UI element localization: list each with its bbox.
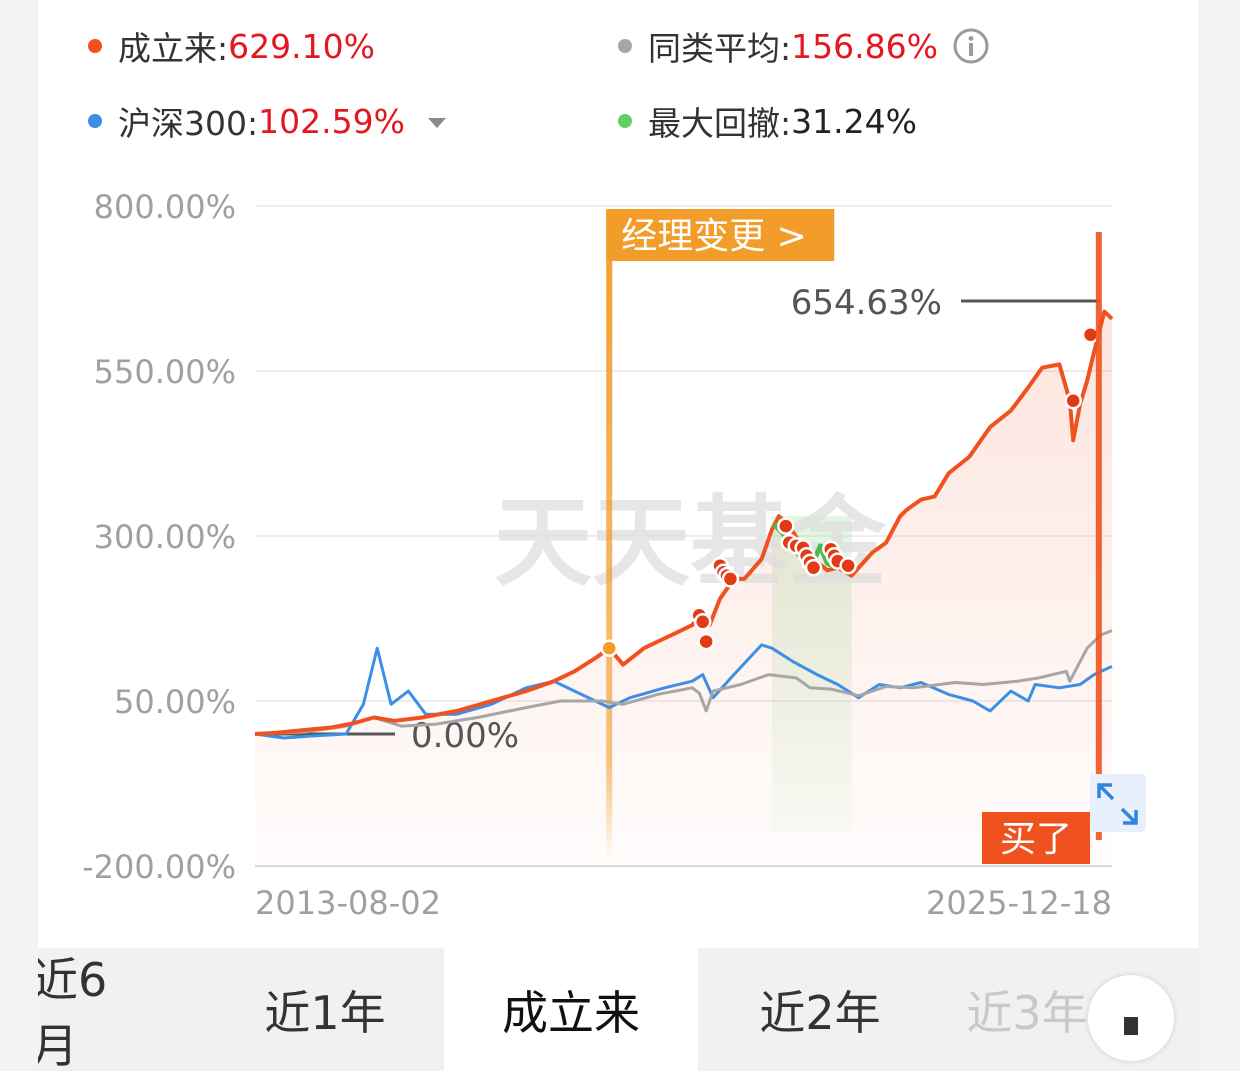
fund-area (255, 311, 1112, 867)
buy-tag (982, 812, 1090, 864)
expand-button[interactable] (1090, 774, 1146, 832)
buy-line (1095, 232, 1102, 840)
manager-change-label: 经理变更 > (621, 216, 807, 257)
tab-since-inception[interactable]: 成立来 (444, 948, 698, 1071)
buy-marker (721, 570, 740, 588)
x-end-label: 2025-12-18 (926, 884, 1112, 922)
y-tick-label: 300.00% (94, 518, 236, 556)
tab-1y[interactable]: 近1年 (264, 985, 386, 1040)
chart-area: 800.00% 550.00% 300.00% 50.00% -200.00% 2013-… (82, 188, 1146, 922)
legend-label: 同类平均: (648, 29, 792, 68)
legend-item-1: 同类平均: 156.86% (618, 22, 990, 70)
legend-value: 629.10% (228, 26, 375, 66)
legend-dot (88, 114, 102, 128)
legend-dot (88, 39, 102, 53)
legend-label: 沪深300: (118, 104, 259, 143)
legend-dot (618, 39, 632, 53)
dropdown-caret-icon[interactable] (427, 117, 447, 129)
manager-change-line (606, 210, 613, 860)
x-start-label: 2013-08-02 (255, 884, 441, 922)
legend-dot (618, 114, 632, 128)
series-line-1 (254, 629, 1113, 736)
buy-marker (777, 517, 795, 535)
legend-label: 成立来: (118, 29, 229, 68)
tab-2y[interactable]: 近2年 (759, 985, 881, 1040)
legend-value: 31.24% (791, 101, 917, 141)
buy-marker (693, 613, 712, 631)
buy-marker (697, 632, 715, 651)
expand-icon[interactable] (1097, 783, 1115, 801)
zero-label: 0.00% (411, 716, 519, 756)
manager-change-tag (606, 209, 835, 261)
period-tabs: 近6月 近1年 成立来 近2年 近3年 (38, 948, 1198, 1071)
tab-scroll-button[interactable] (1088, 975, 1174, 1061)
scroll-handle-icon (1124, 1017, 1138, 1035)
y-tick-label: 800.00% (94, 188, 236, 226)
legend-item-3: 最大回撤: 31.24% (618, 97, 917, 145)
watermark-text: 天天基金 (494, 485, 887, 600)
tab-6m[interactable]: 近6月 (38, 952, 108, 1071)
legend-value: 102.59% (258, 101, 405, 141)
end-value-label: 654.63% (791, 283, 942, 323)
y-tick-label: 550.00% (94, 353, 236, 391)
y-tick-label: -200.00% (82, 848, 236, 886)
legend-item-0: 成立来: 629.10% (88, 22, 375, 70)
y-tick-label: 50.00% (114, 683, 236, 721)
buy-marker (1064, 391, 1082, 410)
series-line-2 (254, 643, 1113, 740)
buy-marker (600, 639, 618, 657)
series-line-0 (254, 309, 1114, 736)
buy-marker (839, 556, 857, 575)
legend-label: 最大回撤: (648, 104, 792, 143)
buy-label: 买了 (1000, 819, 1072, 860)
info-icon[interactable] (952, 27, 990, 65)
buy-marker (804, 558, 823, 577)
buy-marker (1081, 325, 1100, 344)
expand-icon[interactable] (1120, 807, 1138, 825)
legend-item-2[interactable]: 沪深300: 102.59% (88, 97, 447, 145)
legend-value: 156.86% (791, 26, 938, 66)
tab-3y[interactable]: 近3年 (966, 985, 1088, 1040)
